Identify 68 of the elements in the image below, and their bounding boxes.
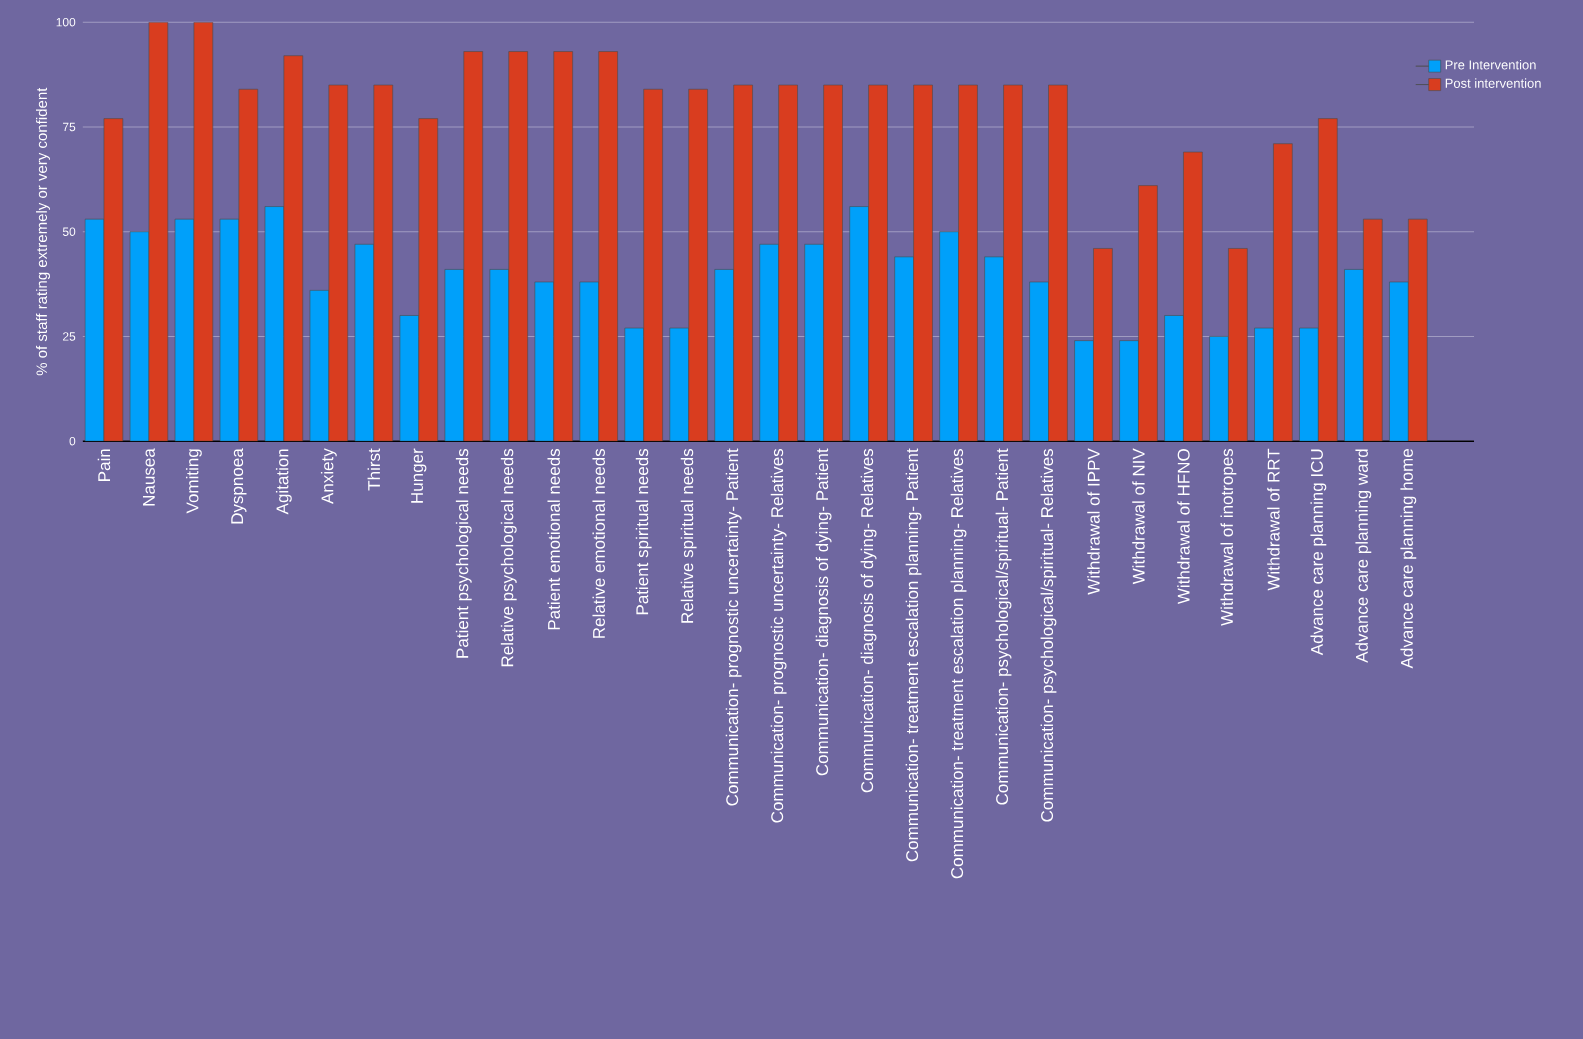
x-tick-label: Pain: [97, 449, 111, 481]
bar: [913, 84, 933, 442]
bar: [688, 88, 708, 442]
y-tick-label: 50: [62, 227, 76, 236]
x-tick-label: Withdrawal of inotropes: [1220, 448, 1237, 626]
x-tick-label: Withdrawal of HFNO: [1177, 449, 1190, 605]
bar: [1048, 84, 1068, 442]
bar: [1363, 218, 1383, 442]
y-axis-title: % of staff rating extremely or very confident: [36, 87, 50, 376]
bar: [553, 51, 573, 442]
bar: [778, 84, 798, 442]
x-tick-label: Relative emotional needs: [592, 448, 605, 638]
x-tick-label: Advance care planning home: [1400, 449, 1417, 669]
x-tick-label: Advance care planning ICU: [1310, 449, 1327, 656]
x-tick-label: Relative psychological needs: [500, 448, 517, 667]
bar: [1273, 143, 1293, 442]
x-tick-label: Dyspnoea: [231, 448, 247, 524]
bar: [193, 22, 214, 442]
bar: [1318, 118, 1338, 442]
y-tick-label: 0: [69, 436, 76, 446]
bar: [733, 84, 753, 442]
x-tick-label: Withdrawal of RRT: [1267, 448, 1280, 591]
bar: [868, 84, 888, 442]
bar: [958, 84, 978, 442]
x-tick-label: Anxiety: [320, 448, 337, 504]
bar: [103, 118, 124, 442]
bar: [373, 84, 394, 442]
bar: [1003, 84, 1023, 442]
x-tick-label: Thirst: [367, 448, 381, 491]
x-tick-label: Communication- treatment escalation planning- Patient: [905, 448, 922, 862]
y-tick-label: 75: [63, 122, 76, 132]
bar: [1183, 151, 1203, 442]
x-tick-label: Agitation: [275, 449, 292, 515]
bar: [328, 84, 349, 442]
bar: [823, 84, 843, 442]
bar: [463, 51, 483, 442]
x-tick-label: Patient spiritual needs: [635, 448, 652, 615]
bar: [1093, 248, 1113, 442]
bar: [1408, 218, 1428, 442]
x-tick-label: Withdrawal of NIV: [1132, 448, 1145, 585]
bar: [238, 88, 259, 442]
bar: [283, 55, 304, 442]
x-tick-label: Relative spiritual needs: [680, 448, 697, 623]
x-tick-label: Communication- prognostic uncertainty- Relatives: [770, 448, 787, 823]
x-tick-label: Patient psychological needs: [455, 448, 472, 658]
x-tick-label: Communication- diagnosis of dying- Relatives: [860, 448, 877, 793]
x-tick-label: Patient emotional needs: [547, 448, 560, 630]
x-tick-label: Communication- psychological/spiritual- Relatives: [1040, 448, 1057, 822]
x-tick-label: Withdrawal of IPPV: [1087, 448, 1100, 595]
x-tick-label: Nausea: [142, 448, 155, 506]
bar: [1138, 185, 1158, 442]
x-tick-label: Communication- diagnosis of dying- Patient: [815, 448, 832, 776]
x-tick-label: Hunger: [411, 448, 427, 503]
x-tick-label: Advance care planning ward: [1355, 449, 1372, 663]
x-tick-label: Vomiting: [185, 449, 202, 514]
bar: [1228, 248, 1248, 442]
legend-label: Pre Intervention: [1445, 59, 1536, 70]
legend-label: Post intervention: [1445, 78, 1541, 88]
y-tick-label: 25: [62, 332, 76, 341]
bar: [643, 88, 663, 442]
bar: [598, 51, 618, 442]
x-tick-label: Communication- psychological/spiritual- Patient: [995, 448, 1012, 805]
bar: [508, 51, 528, 442]
x-tick-label: Communication- prognostic uncertainty- Patient: [725, 448, 742, 806]
bar: [148, 22, 169, 442]
y-tick-label: 100: [56, 17, 76, 27]
bar: [418, 118, 438, 442]
x-tick-label: Communication- treatment escalation planning- Relatives: [950, 448, 967, 879]
